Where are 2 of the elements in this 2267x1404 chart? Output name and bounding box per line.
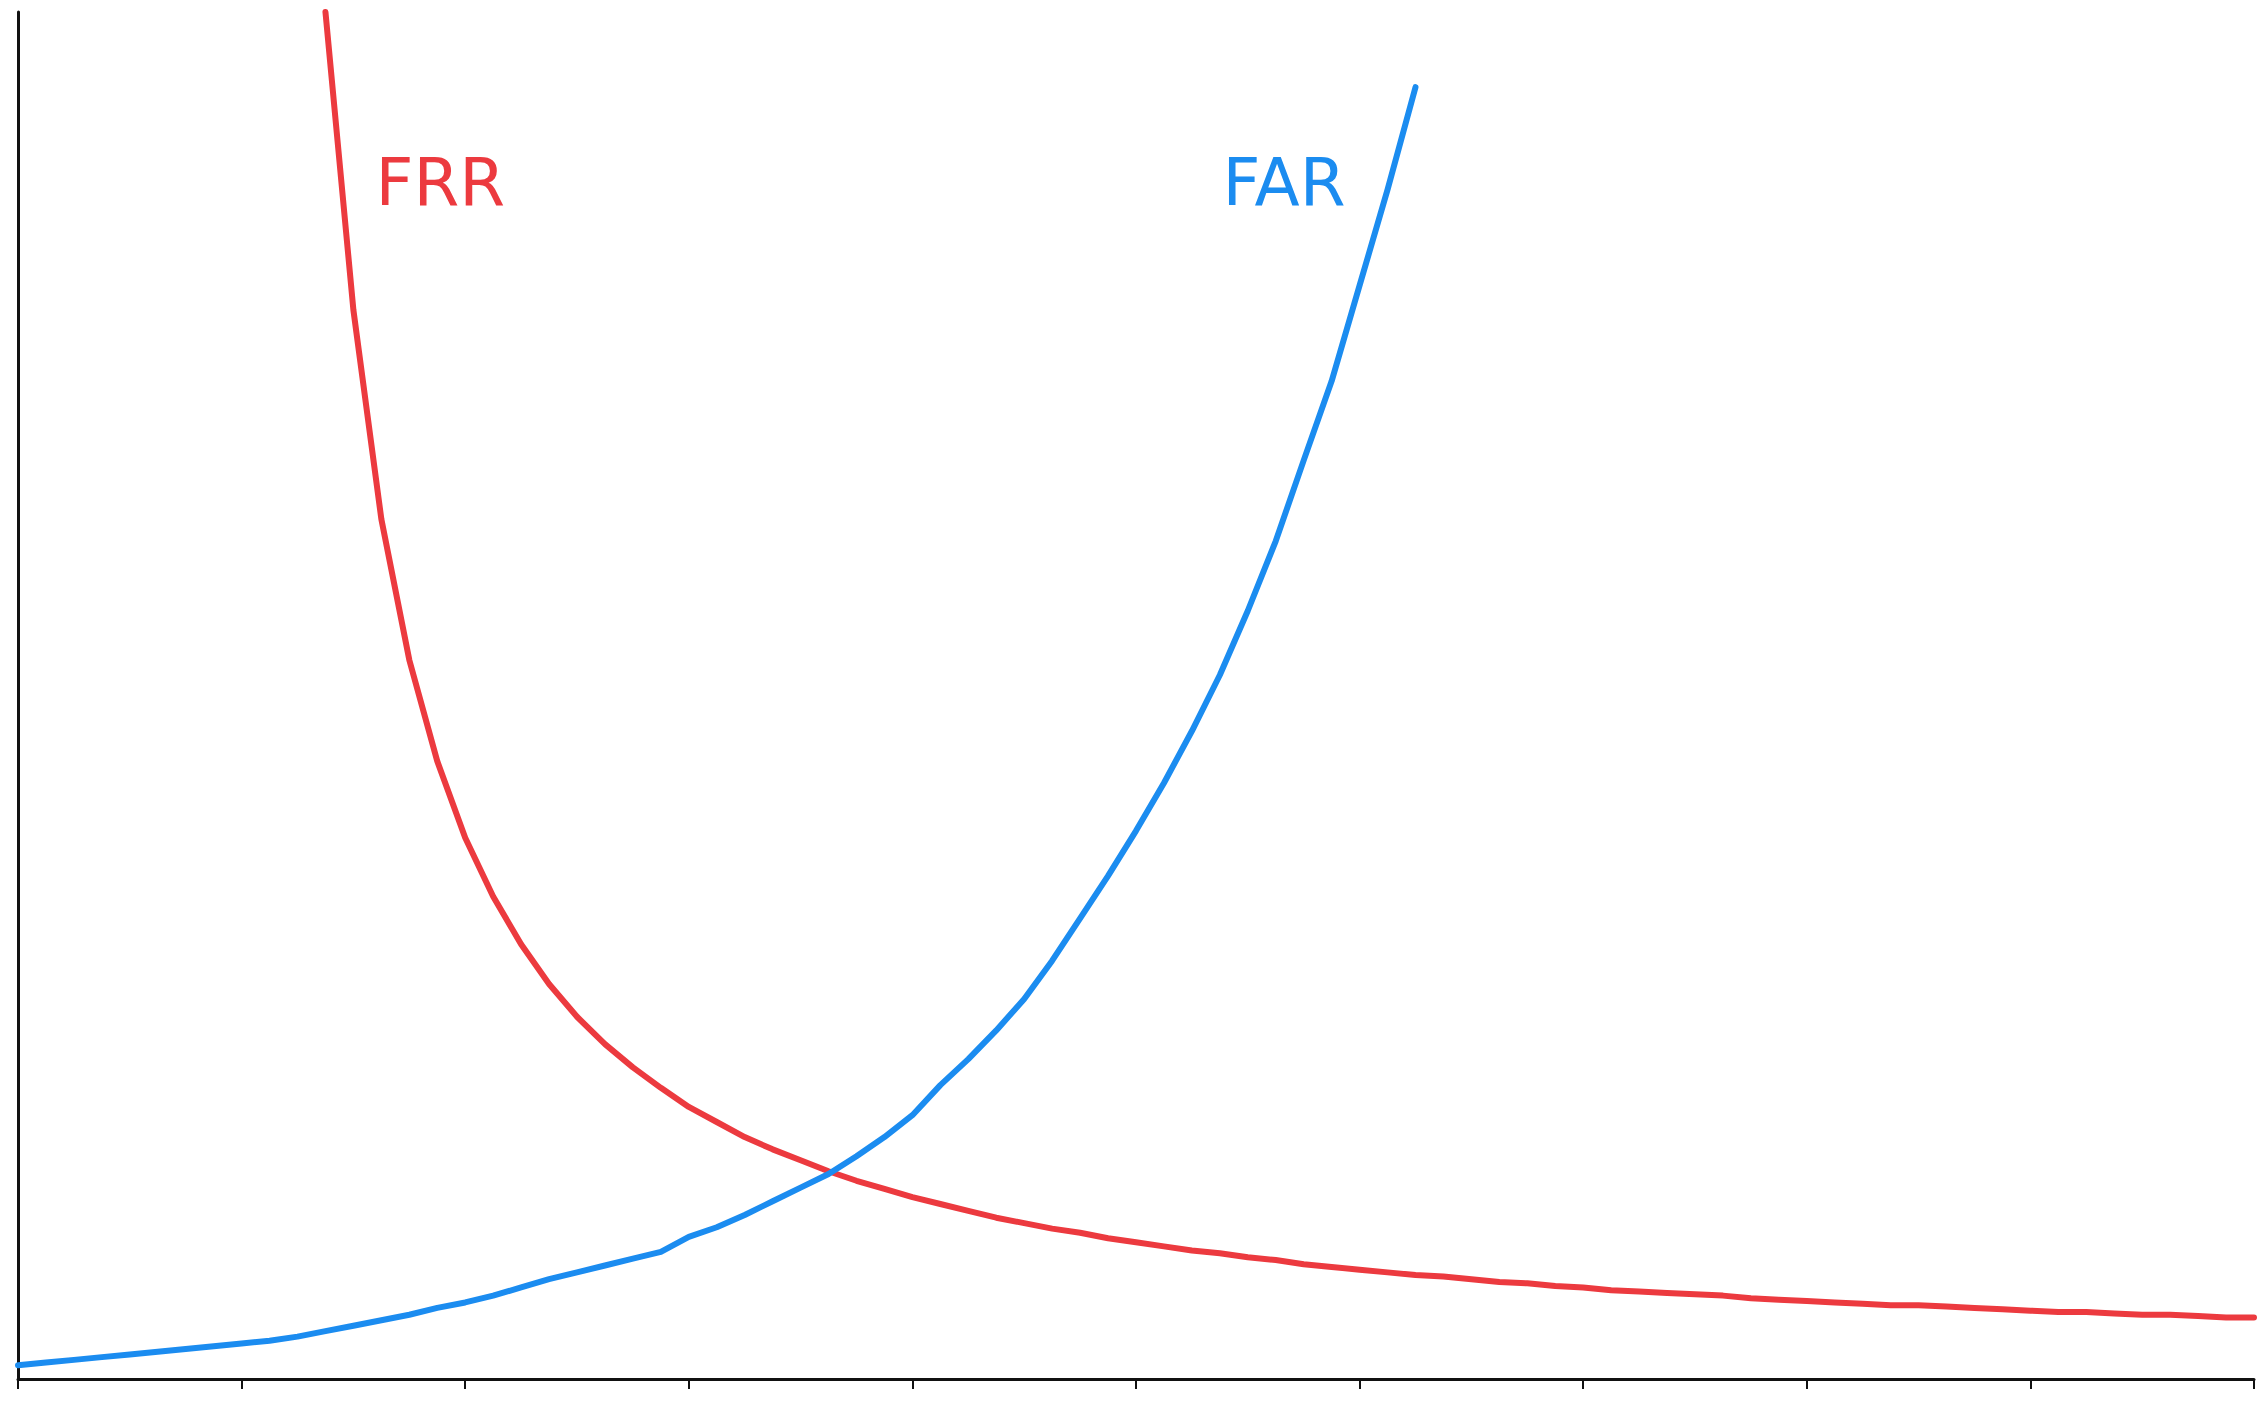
- series-label: FRR: [375, 144, 506, 222]
- series-label: FAR: [1222, 144, 1346, 222]
